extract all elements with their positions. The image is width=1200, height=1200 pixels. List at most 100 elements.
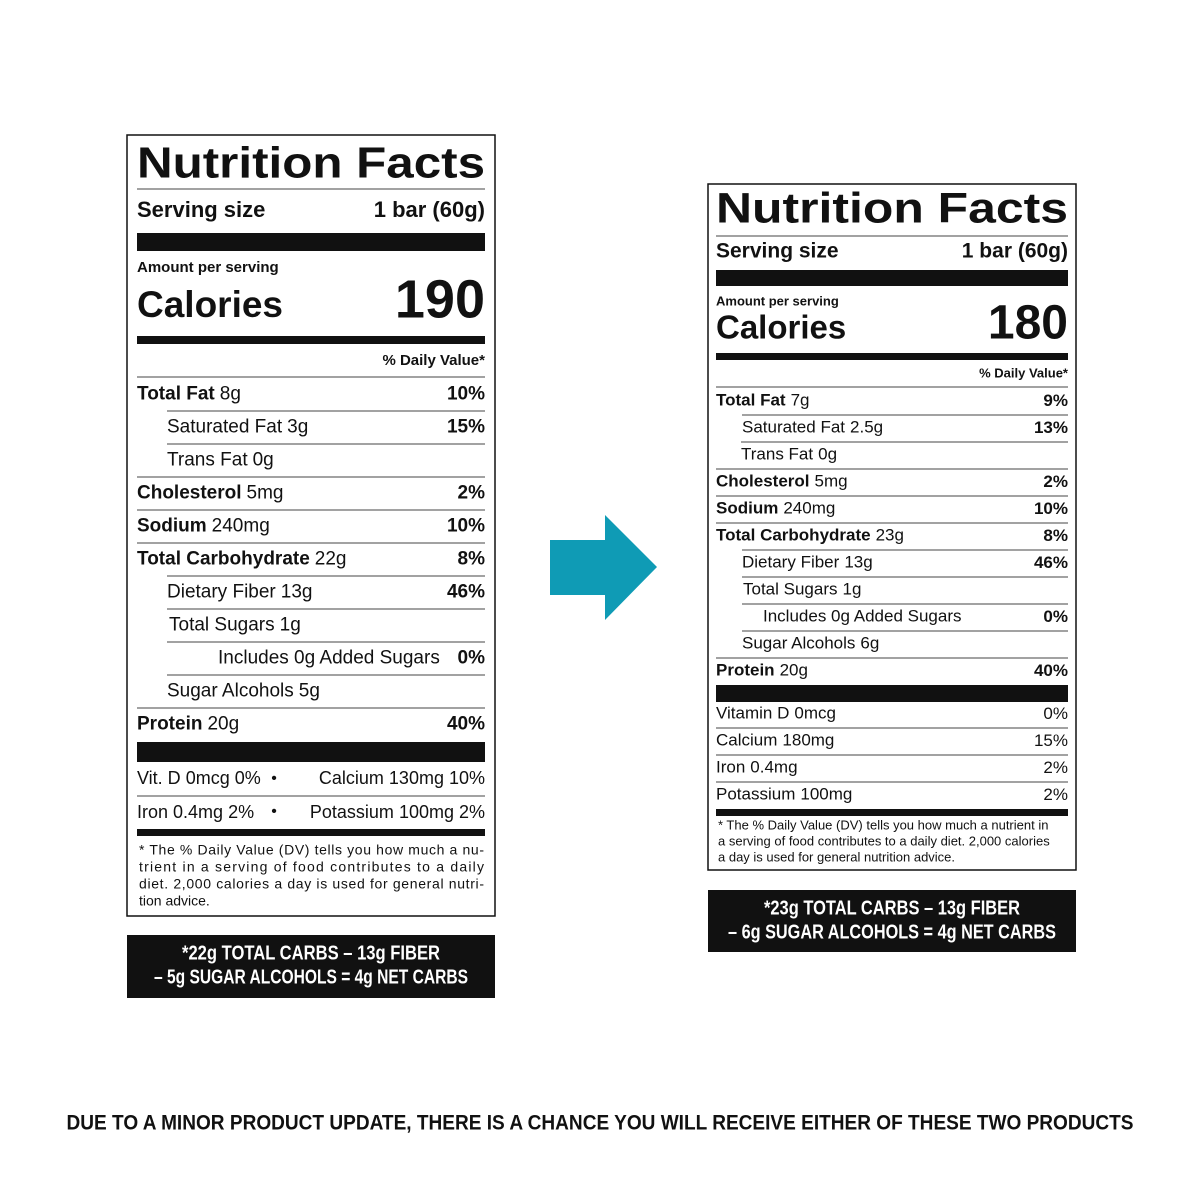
nutrient-name: Total Carbohydrate bbox=[137, 549, 310, 570]
vitamin: Calcium 180mg bbox=[716, 731, 834, 750]
nutrient-name: Total Fat bbox=[137, 384, 215, 405]
thick-bar bbox=[716, 270, 1068, 286]
nutrient: Cholesterol 5mg bbox=[137, 483, 284, 504]
vitamin-name: Potassium bbox=[310, 802, 394, 822]
nutrient-amount: 13g bbox=[844, 553, 872, 572]
nutrient-name: Dietary Fiber bbox=[742, 553, 840, 572]
nutrient-name: Sugar Alcohols bbox=[167, 681, 294, 702]
vitamin-dv: 10% bbox=[449, 768, 485, 788]
nutrient-dv: 46% bbox=[447, 582, 485, 603]
vitamin: Iron 0.4mg bbox=[716, 758, 798, 777]
vitamin: Potassium 100mg 2% bbox=[310, 802, 485, 822]
vitamin-amount: 0.4mg bbox=[750, 758, 797, 777]
nutrient-name: Total Carbohydrate bbox=[716, 526, 871, 545]
nutrient: Cholesterol 5mg bbox=[716, 472, 848, 491]
nutrient-dv: 10% bbox=[447, 516, 485, 537]
nutrient: Total Sugars 1g bbox=[169, 615, 301, 636]
nutrient: Protein 20g bbox=[716, 661, 808, 680]
nutrient-amount: 1g bbox=[843, 580, 862, 599]
nutrient-dv: 8% bbox=[1043, 526, 1068, 545]
net-carbs-box bbox=[127, 935, 495, 998]
nutrient: Total Carbohydrate 22g bbox=[137, 549, 346, 570]
vitamin-dv: 0% bbox=[1043, 704, 1068, 723]
vitamin-name: Calcium bbox=[716, 731, 777, 750]
nutrient-amount: 2.5g bbox=[850, 418, 883, 437]
arrow bbox=[550, 515, 657, 620]
nutrient-name: Cholesterol bbox=[137, 483, 242, 504]
vitamin-name: Vit. D bbox=[137, 768, 181, 788]
nutrient-amount: 5mg bbox=[815, 472, 848, 491]
nutrient-dv: 40% bbox=[447, 714, 485, 735]
amount-per-serving: Amount per serving bbox=[137, 259, 279, 276]
nutrient-name: Cholesterol bbox=[716, 472, 810, 491]
nutrient-dv: 13% bbox=[1034, 418, 1068, 437]
nutrient-name: Saturated Fat bbox=[742, 418, 845, 437]
label-border bbox=[126, 134, 496, 917]
nutrient-amount: 5mg bbox=[247, 483, 284, 504]
thick-bar bbox=[137, 742, 485, 762]
nutrient-amount: 0g bbox=[818, 445, 837, 464]
vitamin-name: Potassium bbox=[716, 785, 795, 804]
nutrient-name: Protein bbox=[137, 714, 202, 735]
nutrient-name: Total Fat bbox=[716, 391, 786, 410]
nutrient: Includes 0g Added Sugars bbox=[763, 607, 961, 626]
nutrient: Sugar Alcohols 6g bbox=[742, 634, 879, 653]
daily-value-header: % Daily Value* bbox=[979, 365, 1069, 380]
label-border bbox=[707, 183, 1077, 871]
nutrient: Protein 20g bbox=[137, 714, 239, 735]
vitamin: Vit. D 0mcg 0% bbox=[137, 768, 261, 788]
nutrient: Trans Fat 0g bbox=[741, 445, 837, 464]
nutrient-name: Total Sugars bbox=[169, 615, 275, 636]
nutrient-dv: 15% bbox=[447, 417, 485, 438]
nutrient: Dietary Fiber 13g bbox=[167, 582, 312, 603]
nutrient-amount: 1g bbox=[280, 615, 301, 636]
label-title: Nutrition Facts bbox=[716, 184, 1068, 232]
nutrient-name: Dietary Fiber bbox=[167, 582, 276, 603]
nutrient-amount: 5g bbox=[299, 681, 320, 702]
nutrient: Total Sugars 1g bbox=[743, 580, 861, 599]
nutrient-name: Total Sugars bbox=[743, 580, 838, 599]
nutrient-name: Sugar Alcohols bbox=[742, 634, 855, 653]
footnote-line: a day is used for general nutrition advi… bbox=[718, 849, 955, 864]
serving-size-label: Serving size bbox=[716, 240, 839, 263]
nutrient-dv: 8% bbox=[458, 549, 486, 570]
net-carbs-line: – 5g SUGAR ALCOHOLS = 4g NET CARBS bbox=[154, 966, 468, 988]
nutrient-amount: 20g bbox=[780, 661, 808, 680]
nutrient-dv: 0% bbox=[1043, 607, 1068, 626]
thick-bar bbox=[716, 685, 1068, 702]
footnote-line: diet. 2,000 calories a day is used for g… bbox=[139, 876, 484, 892]
nutrient: Saturated Fat 2.5g bbox=[742, 418, 883, 437]
medium-bar bbox=[137, 336, 485, 344]
serving-size-label: Serving size bbox=[137, 197, 265, 222]
vitamin: Potassium 100mg bbox=[716, 785, 852, 804]
nutrient-amount: 6g bbox=[860, 634, 879, 653]
nutrient-dv: 40% bbox=[1034, 661, 1068, 680]
vitamin-amount: 0mcg bbox=[186, 768, 230, 788]
nutrient: Sodium 240mg bbox=[716, 499, 835, 518]
nutrient-dv: 2% bbox=[1043, 472, 1068, 491]
vitamin-name: Iron bbox=[716, 758, 745, 777]
nutrient-amount: 240mg bbox=[783, 499, 835, 518]
nutrient-amount: 23g bbox=[876, 526, 904, 545]
footnote-line: * The % Daily Value (DV) tells you how m… bbox=[139, 842, 484, 858]
vitamin-dv: 2% bbox=[1043, 785, 1068, 804]
nutrient-dv: 46% bbox=[1034, 553, 1068, 572]
nutrient: Sugar Alcohols 5g bbox=[167, 681, 320, 702]
nutrient-name: Saturated Fat bbox=[167, 417, 283, 438]
nutrient: Total Carbohydrate 23g bbox=[716, 526, 904, 545]
amount-per-serving: Amount per serving bbox=[716, 293, 839, 308]
vitamin-amount: 0mcg bbox=[794, 704, 836, 723]
nutrient: Total Fat 8g bbox=[137, 384, 241, 405]
footnote-line: tion advice. bbox=[139, 893, 210, 909]
nutrient-amount: 22g bbox=[315, 549, 347, 570]
vitamin-name: Vitamin D bbox=[716, 704, 789, 723]
nutrient-amount: 7g bbox=[791, 391, 810, 410]
bullet: • bbox=[271, 803, 277, 820]
nutrient-dv: 9% bbox=[1043, 391, 1068, 410]
footnote-line: * The % Daily Value (DV) tells you how m… bbox=[718, 817, 1048, 832]
vitamin-name: Iron bbox=[137, 802, 168, 822]
vitamin: Vitamin D 0mcg bbox=[716, 704, 836, 723]
vitamin: Iron 0.4mg 2% bbox=[137, 802, 254, 822]
